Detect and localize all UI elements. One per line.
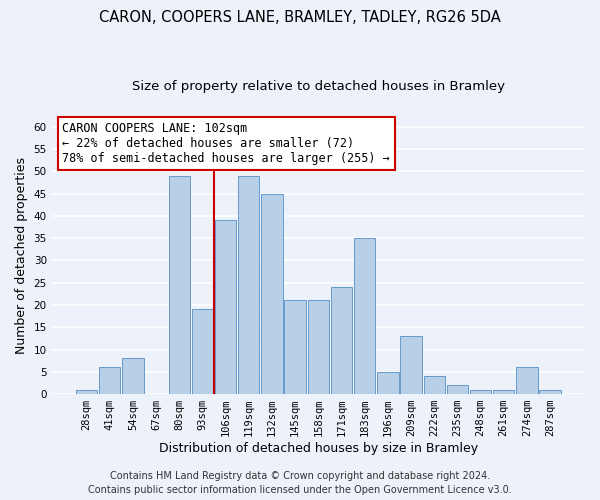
X-axis label: Distribution of detached houses by size in Bramley: Distribution of detached houses by size … [159, 442, 478, 455]
Bar [169, 176, 190, 394]
Bar [331, 287, 352, 394]
Bar [308, 300, 329, 394]
Bar [493, 390, 514, 394]
Text: CARON, COOPERS LANE, BRAMLEY, TADLEY, RG26 5DA: CARON, COOPERS LANE, BRAMLEY, TADLEY, RG… [99, 10, 501, 25]
Bar [215, 220, 236, 394]
Bar [262, 194, 283, 394]
Bar [447, 385, 468, 394]
Text: Contains HM Land Registry data © Crown copyright and database right 2024.
Contai: Contains HM Land Registry data © Crown c… [88, 471, 512, 495]
Bar [238, 176, 259, 394]
Bar [400, 336, 422, 394]
Text: CARON COOPERS LANE: 102sqm
← 22% of detached houses are smaller (72)
78% of semi: CARON COOPERS LANE: 102sqm ← 22% of deta… [62, 122, 390, 165]
Bar [76, 390, 97, 394]
Bar [99, 368, 121, 394]
Bar [424, 376, 445, 394]
Bar [284, 300, 306, 394]
Y-axis label: Number of detached properties: Number of detached properties [15, 158, 28, 354]
Title: Size of property relative to detached houses in Bramley: Size of property relative to detached ho… [132, 80, 505, 93]
Bar [354, 238, 376, 394]
Bar [516, 368, 538, 394]
Bar [122, 358, 143, 394]
Bar [539, 390, 561, 394]
Bar [192, 310, 213, 394]
Bar [470, 390, 491, 394]
Bar [377, 372, 398, 394]
